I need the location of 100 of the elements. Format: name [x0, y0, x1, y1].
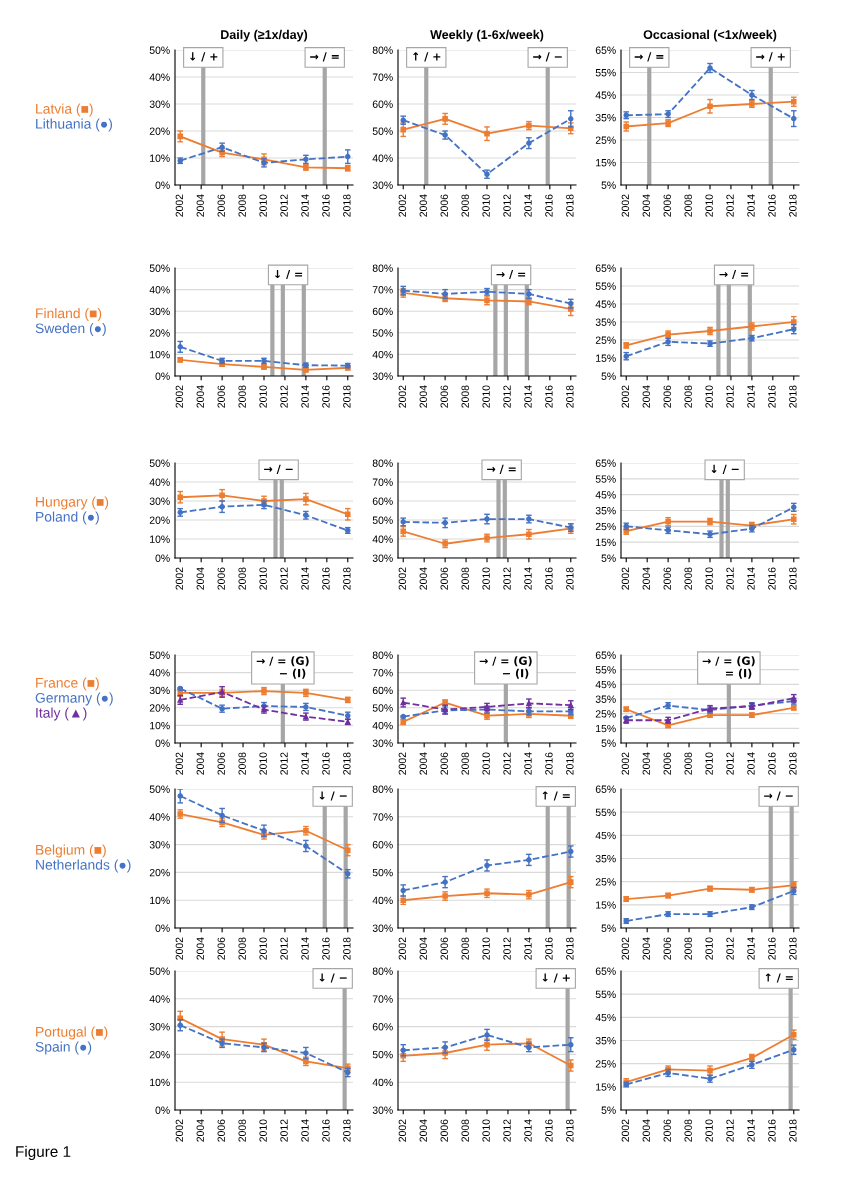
x-tick-label: 2012 [726, 937, 734, 960]
text: France (■) [36, 677, 99, 691]
x-tick-label: 2016 [322, 194, 330, 217]
x-tick-label: 2010 [482, 385, 490, 408]
annotation: → / = [487, 464, 516, 474]
y-tick-label: 10% [150, 721, 170, 730]
y-tick-label: 10% [150, 1078, 170, 1087]
x-tick-label: 2004 [642, 385, 650, 408]
x-tick-label: 2016 [545, 937, 553, 960]
y-tick-label: 20% [149, 127, 170, 135]
text: Latvia (■) [36, 103, 93, 117]
y-tick-label: 25% [595, 1060, 616, 1068]
x-tick-label: 2018 [343, 194, 351, 217]
y-tick-label: 20% [149, 1050, 170, 1059]
y-tick-label: 30% [372, 554, 393, 562]
x-tick-label: 2012 [503, 752, 511, 775]
x-tick-label: 2016 [768, 1119, 776, 1142]
x-tick-label: 2008 [684, 752, 692, 775]
text: Spain (●) [35, 1041, 92, 1055]
x-tick-label: 2002 [621, 567, 630, 590]
x-tick-label: 2006 [663, 752, 671, 775]
y-tick-label: 0% [155, 924, 170, 932]
y-tick-label: 20% [149, 516, 170, 524]
x-tick-label: 2004 [419, 385, 427, 408]
y-tick-label: 80% [372, 264, 393, 272]
x-tick-label: 2010 [482, 194, 490, 217]
x-tick-label: 2012 [280, 937, 288, 960]
x-tick-label: 2004 [196, 937, 204, 960]
y-tick-label: 25% [595, 136, 616, 144]
x-tick-label: 2002 [398, 194, 407, 217]
x-tick-label: 2012 [503, 937, 511, 960]
x-tick-label: 2004 [642, 567, 650, 590]
y-tick-label: 45% [595, 300, 616, 308]
annotation: → / = [719, 269, 749, 280]
y-tick-label: 0% [155, 372, 170, 380]
y-tick-label: 40% [372, 1078, 393, 1087]
y-tick-label: 35% [595, 114, 616, 122]
x-tick-label: 2014 [524, 567, 532, 590]
annotation: ↓ / = [275, 269, 303, 280]
x-tick-label: 2006 [440, 194, 448, 217]
x-tick-label: 2004 [419, 752, 427, 775]
annotation: ↑ / + [413, 52, 441, 62]
x-tick-label: 2002 [175, 752, 184, 775]
x-tick-label: 2006 [663, 1119, 671, 1142]
y-tick-label: 50% [149, 46, 170, 54]
x-tick-label: 2014 [747, 1119, 755, 1142]
x-tick-label: 2012 [503, 1119, 511, 1142]
y-tick-label: 50% [372, 329, 393, 337]
x-tick-label: 2014 [524, 937, 532, 960]
text: Belgium (■) [36, 844, 106, 858]
x-tick-label: 2008 [238, 567, 246, 590]
text: Hungary (■) [36, 496, 109, 510]
x-tick-label: 2008 [238, 752, 246, 775]
y-tick-label: 55% [595, 282, 616, 290]
x-tick-label: 2012 [726, 385, 734, 408]
y-tick-label: 40% [149, 669, 170, 677]
x-tick-label: 2010 [259, 194, 267, 217]
x-tick-label: 2016 [322, 752, 330, 775]
x-tick-label: 2010 [705, 937, 713, 960]
y-tick-label: 15% [596, 1083, 616, 1091]
x-tick-label: 2014 [747, 385, 755, 408]
x-tick-label: 2010 [482, 1119, 490, 1142]
y-tick-label: 40% [149, 813, 170, 821]
x-tick-label: 2010 [259, 567, 267, 590]
y-tick-label: 70% [372, 73, 393, 81]
x-tick-label: 2006 [217, 1119, 225, 1142]
x-tick-label: 2002 [175, 1119, 184, 1142]
x-tick-label: 2004 [196, 385, 204, 408]
annotation: → / − [264, 464, 293, 474]
x-tick-label: 2008 [684, 385, 692, 408]
y-tick-label: 20% [149, 329, 170, 337]
annotation: → / = (G) = (I) [702, 656, 755, 679]
y-tick-label: 40% [149, 995, 170, 1003]
x-tick-label: 2004 [196, 752, 204, 775]
x-tick-label: 2018 [566, 385, 574, 408]
x-tick-label: 2014 [301, 567, 309, 590]
chart-title: Daily (≥1x/day) [221, 29, 308, 42]
x-tick-label: 2014 [301, 752, 309, 775]
x-tick-label: 2008 [238, 194, 246, 217]
y-tick-label: 55% [595, 808, 616, 817]
x-tick-label: 2016 [545, 752, 553, 775]
x-tick-label: 2002 [398, 1119, 407, 1142]
y-tick-label: 65% [595, 264, 616, 272]
y-tick-label: 45% [595, 491, 616, 499]
y-tick-label: 80% [372, 785, 393, 793]
x-tick-label: 2006 [440, 937, 448, 960]
x-tick-label: 2018 [789, 385, 797, 408]
y-tick-label: 40% [372, 721, 393, 730]
y-tick-label: 50% [372, 868, 393, 877]
x-tick-label: 2016 [322, 1119, 330, 1142]
x-tick-label: 2012 [280, 752, 288, 775]
y-tick-label: 30% [149, 686, 170, 695]
y-tick-label: 40% [149, 286, 170, 294]
x-tick-label: 2010 [259, 937, 267, 960]
x-tick-label: 2010 [705, 752, 713, 775]
y-tick-label: 30% [372, 372, 393, 380]
x-tick-label: 2004 [196, 1119, 204, 1142]
x-tick-label: 2002 [621, 1119, 630, 1142]
x-tick-label: 2010 [482, 937, 490, 960]
y-tick-label: 25% [595, 336, 616, 344]
